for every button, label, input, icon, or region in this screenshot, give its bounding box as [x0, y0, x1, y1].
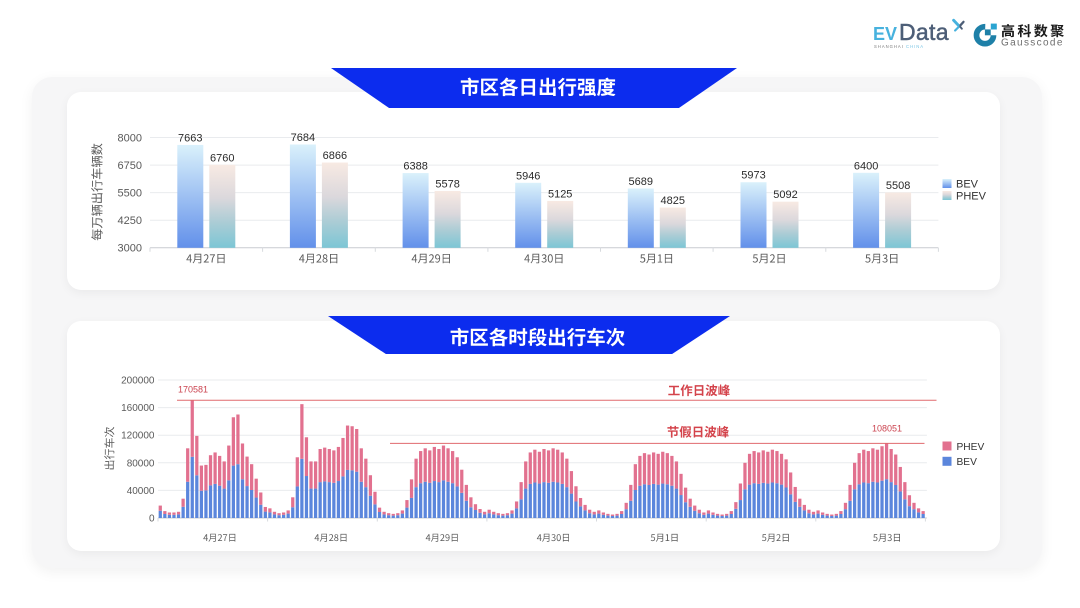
svg-text:3000: 3000 [118, 243, 142, 255]
svg-text:6760: 6760 [210, 152, 234, 164]
svg-text:5125: 5125 [548, 188, 572, 200]
svg-text:6750: 6750 [118, 160, 142, 172]
svg-text:Gausscode: Gausscode [1001, 38, 1064, 49]
svg-text:6388: 6388 [403, 161, 427, 173]
svg-text:PHEV: PHEV [956, 190, 987, 202]
svg-text:7684: 7684 [291, 132, 315, 144]
svg-text:5946: 5946 [516, 170, 540, 182]
svg-text:4825: 4825 [661, 195, 685, 207]
svg-text:160000: 160000 [121, 403, 155, 414]
svg-text:40000: 40000 [127, 486, 155, 497]
svg-text:SHANGHAI CHINA: SHANGHAI CHINA [874, 44, 924, 49]
svg-text:PHEV: PHEV [957, 442, 985, 453]
svg-text:5689: 5689 [629, 176, 653, 188]
svg-text:6400: 6400 [854, 160, 878, 172]
svg-text:4250: 4250 [118, 215, 142, 227]
svg-text:BEV: BEV [957, 457, 978, 468]
svg-text:5500: 5500 [118, 188, 142, 200]
svg-text:Data: Data [899, 19, 949, 45]
svg-text:120000: 120000 [121, 431, 155, 442]
svg-text:8000: 8000 [118, 132, 142, 144]
svg-text:0: 0 [149, 514, 155, 525]
svg-text:7663: 7663 [178, 133, 202, 145]
svg-text:5508: 5508 [886, 180, 910, 192]
svg-text:5578: 5578 [435, 178, 459, 190]
svg-text:EV: EV [873, 24, 897, 44]
svg-text:200000: 200000 [121, 376, 155, 387]
svg-text:6866: 6866 [323, 150, 347, 162]
svg-text:5092: 5092 [773, 189, 797, 201]
svg-text:108051: 108051 [872, 424, 902, 434]
svg-text:80000: 80000 [127, 458, 155, 469]
svg-text:170581: 170581 [178, 385, 208, 395]
svg-text:5973: 5973 [741, 170, 765, 182]
svg-text:BEV: BEV [956, 178, 979, 190]
